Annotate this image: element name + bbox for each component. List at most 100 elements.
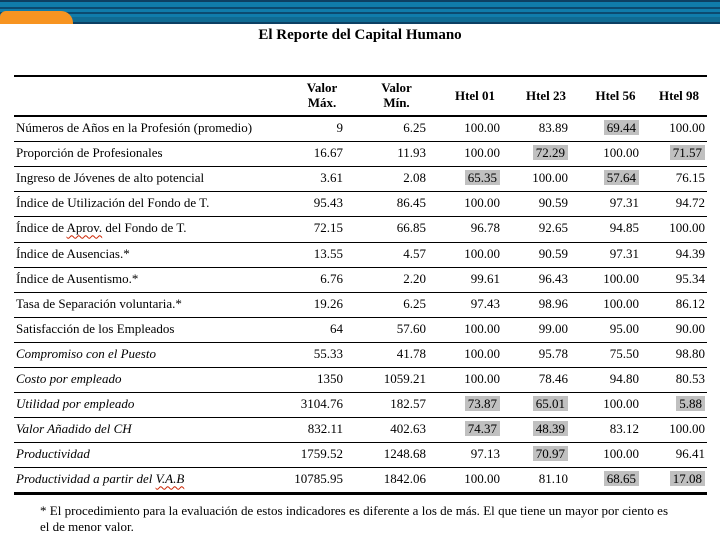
table-row: Números de Años en la Profesión (promedi… [14,116,707,143]
highlighted-value: 17.08 [669,471,705,487]
value-cell: 81.10 [512,467,580,496]
row-label: Productividad [14,442,289,469]
value-cell: 57.64 [580,166,651,193]
row-label: Índice de Ausentismo.* [14,267,289,293]
value-cell: 100.00 [580,292,651,318]
value-cell: 5.88 [651,392,707,419]
value-cell: 72.15 [289,216,355,243]
highlighted-value: 5.88 [676,396,705,412]
column-header: Valor Máx. [289,74,355,118]
report-table: Valor Máx. Valor Mín. Htel 01 Htel 23 Htel 5… [14,74,707,496]
highlighted-value: 57.64 [603,170,639,186]
value-cell: 2.20 [355,267,438,293]
row-label: Números de Años en la Profesión (promedi… [14,116,289,143]
column-header: Htel 23 [512,74,580,118]
value-cell: 65.01 [512,392,580,419]
table-row: Tasa de Separación voluntaria.* 19.26 6.25… [14,292,707,318]
value-cell: 72.29 [512,141,580,168]
table-row: Índice de Utilización del Fondo de T. 95.… [14,191,707,218]
value-cell: 100.00 [651,216,707,243]
highlighted-value: 65.01 [532,396,568,412]
value-cell: 402.63 [355,417,438,444]
value-cell: 73.87 [438,392,512,419]
value-cell: 97.31 [580,191,651,218]
value-cell: 100.00 [438,116,512,143]
value-cell: 13.55 [289,242,355,268]
value-cell: 6.25 [355,292,438,318]
value-cell: 95.34 [651,267,707,293]
value-cell: 100.00 [438,191,512,218]
highlighted-value: 73.87 [464,396,500,412]
value-cell: 83.12 [580,417,651,444]
highlighted-value: 65.35 [464,170,500,186]
value-cell: 16.67 [289,141,355,168]
value-cell: 90.59 [512,242,580,268]
report-table-body: Números de Años en la Profesión (promedi… [14,116,707,496]
highlighted-value: 72.29 [532,145,568,161]
table-row: Productividad 1759.52 1248.68 97.13 70.97 100… [14,442,707,469]
value-cell: 74.37 [438,417,512,444]
value-cell: 99.00 [512,317,580,343]
row-label: Proporción de Profesionales [14,141,289,168]
value-cell: 94.85 [580,216,651,243]
row-label: Índice de Ausencias.* [14,242,289,268]
highlighted-value: 71.57 [669,145,705,161]
highlighted-value: 68.65 [603,471,639,487]
row-label-header [14,74,289,118]
highlighted-value: 48.39 [532,421,568,437]
table-row: Compromiso con el Puesto 55.33 41.78 100.00… [14,342,707,368]
column-header: Htel 98 [651,74,707,118]
value-cell: 48.39 [512,417,580,444]
value-cell: 100.00 [438,367,512,394]
table-row: Proporción de Profesionales 16.67 11.93 100… [14,141,707,168]
value-cell: 95.78 [512,342,580,368]
value-cell: 100.00 [438,342,512,368]
value-cell: 97.43 [438,292,512,318]
top-banner [0,0,720,24]
value-cell: 100.00 [580,392,651,419]
row-label: Compromiso con el Puesto [14,342,289,368]
value-cell: 1248.68 [355,442,438,469]
column-header: Htel 56 [580,74,651,118]
header-row: Valor Máx. Valor Mín. Htel 01 Htel 23 Htel 5… [14,74,707,118]
value-cell: 94.39 [651,242,707,268]
value-cell: 65.35 [438,166,512,193]
row-label: Índice de Utilización del Fondo de T. [14,191,289,218]
highlighted-value: 70.97 [532,446,568,462]
value-cell: 98.80 [651,342,707,368]
value-cell: 97.13 [438,442,512,469]
value-cell: 68.65 [580,467,651,496]
value-cell: 19.26 [289,292,355,318]
row-label: Índice de Aprov. del Fondo de T. [14,216,289,243]
column-header: Htel 01 [438,74,512,118]
value-cell: 92.65 [512,216,580,243]
value-cell: 6.76 [289,267,355,293]
value-cell: 86.12 [651,292,707,318]
value-cell: 100.00 [580,141,651,168]
slide-title: El Reporte del Capital Humano [258,27,462,43]
misspelled-word: V.A.B [155,471,185,487]
table-row: Valor Añadido del CH 832.11 402.63 74.37 48.… [14,417,707,444]
row-label: Satisfacción de los Empleados [14,317,289,343]
orange-tab-decoration [0,11,73,24]
table-row: Ingreso de Jóvenes de alto potencial 3.61… [14,166,707,193]
row-label: Utilidad por empleado [14,392,289,419]
misspelled-word: Aprov. [66,220,103,236]
value-cell: 100.00 [651,116,707,143]
value-cell: 3.61 [289,166,355,193]
value-cell: 64 [289,317,355,343]
value-cell: 94.80 [580,367,651,394]
value-cell: 182.57 [355,392,438,419]
footnote: * El procedimiento para la evaluación de… [40,503,668,534]
value-cell: 55.33 [289,342,355,368]
value-cell: 100.00 [438,242,512,268]
table-row: Índice de Aprov. del Fondo de T. 72.15 66.… [14,216,707,243]
value-cell: 41.78 [355,342,438,368]
value-cell: 17.08 [651,467,707,496]
value-cell: 75.50 [580,342,651,368]
table-row: Productividad a partir del V.A.B 10785.95… [14,467,707,496]
row-label: Tasa de Separación voluntaria.* [14,292,289,318]
value-cell: 69.44 [580,116,651,143]
highlighted-value: 69.44 [603,120,639,136]
table-row: Satisfacción de los Empleados 64 57.60 100.… [14,317,707,343]
